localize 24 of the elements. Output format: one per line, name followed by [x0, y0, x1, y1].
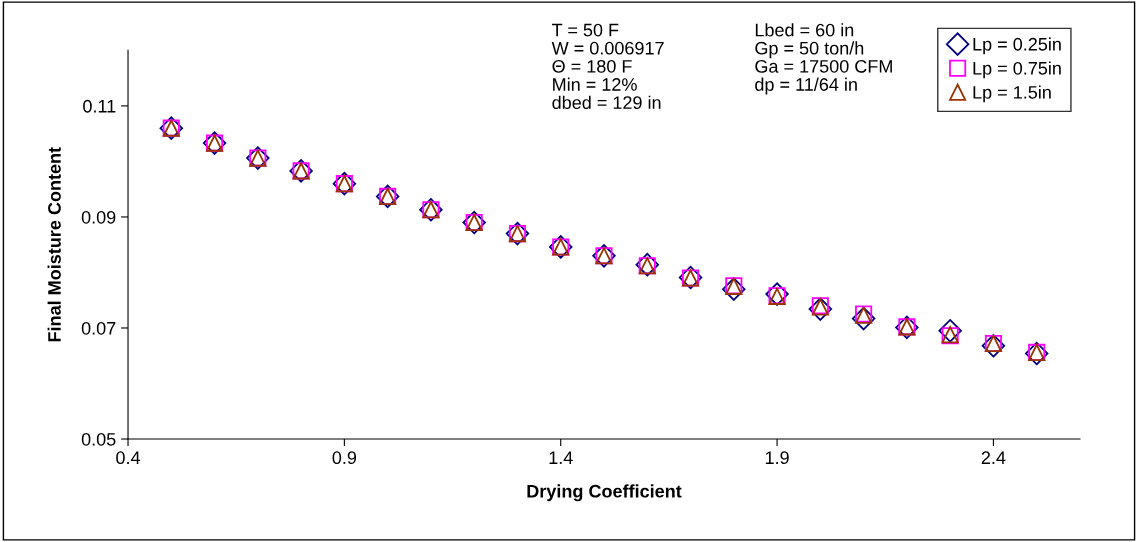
y-axis-title: Final Moisture Content — [47, 147, 61, 342]
legend-label: Lp = 0.25in — [973, 37, 1061, 55]
point — [722, 277, 746, 301]
annotation: Lbed = 60 in Gp = 50 ton/h Ga = 17500 CFM dp = 11/64 in — [755, 23, 892, 95]
y-tick-label: 0.09 — [81, 210, 116, 224]
x-axis-title: Drying Coefficient — [527, 484, 682, 502]
x-tick-label: 0.4 — [116, 451, 141, 465]
point — [765, 282, 789, 306]
point — [851, 306, 876, 331]
y-tick-label: 0.07 — [81, 321, 116, 335]
point — [981, 334, 1006, 358]
legend-label: Lp = 1.5in — [973, 85, 1051, 103]
point — [808, 297, 833, 321]
annotation: T = 50 F W = 0.006917 Θ = 180 F Min = 12% dbed = 129 in — [551, 23, 664, 110]
point — [938, 319, 962, 343]
x-tick-label: 1.9 — [765, 451, 789, 465]
x-tick-label: 1.4 — [549, 451, 573, 464]
y-tick-label: 0.11 — [83, 99, 116, 113]
y-tick-label: 0.05 — [81, 432, 116, 446]
point — [1024, 341, 1049, 366]
point — [635, 252, 659, 277]
x-tick-label: 2.4 — [981, 451, 1006, 464]
legend-label: Lp = 0.75in — [973, 61, 1061, 79]
x-tick-label: 0.9 — [332, 451, 357, 465]
